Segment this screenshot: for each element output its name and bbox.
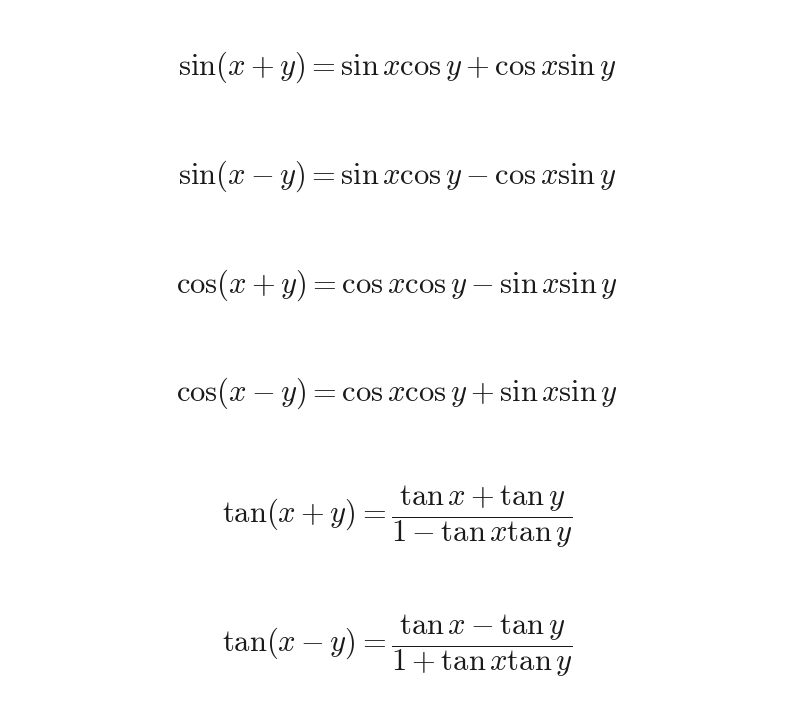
Text: $\sin(x - y) = \sin x \cos y - \cos x \sin y$: $\sin(x - y) = \sin x \cos y - \cos x \s…: [178, 158, 616, 194]
Text: $\cos(x - y) = \cos x \cos y + \sin x \sin y$: $\cos(x - y) = \cos x \cos y + \sin x \s…: [176, 376, 618, 411]
Text: $\tan(x - y) = \dfrac{\tan x - \tan y}{1 + \tan x \tan y}$: $\tan(x - y) = \dfrac{\tan x - \tan y}{1…: [222, 613, 572, 679]
Text: $\tan(x + y) = \dfrac{\tan x + \tan y}{1 - \tan x \tan y}$: $\tan(x + y) = \dfrac{\tan x + \tan y}{1…: [222, 483, 572, 550]
Text: $\sin(x + y) = \sin x \cos y + \cos x \sin y$: $\sin(x + y) = \sin x \cos y + \cos x \s…: [178, 50, 616, 85]
Text: $\cos(x + y) = \cos x \cos y - \sin x \sin y$: $\cos(x + y) = \cos x \cos y - \sin x \s…: [176, 267, 618, 302]
